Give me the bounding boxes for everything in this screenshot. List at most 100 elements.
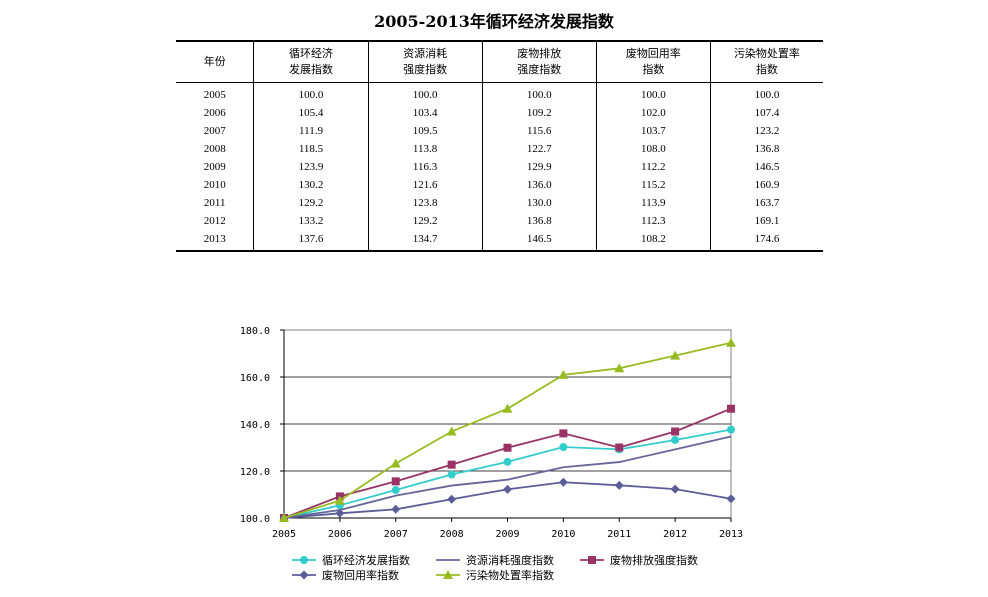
- data-point: [558, 477, 568, 487]
- x-tick-label: 2010: [551, 529, 575, 540]
- table-cell-value: 107.4: [754, 107, 780, 119]
- data-point: [671, 435, 680, 444]
- data-point: [447, 470, 456, 479]
- data-point: [671, 427, 680, 436]
- table-row: 2008 118.5 113.8 122.7 108.0 136.8: [176, 140, 823, 158]
- data-point: [391, 486, 400, 495]
- x-tick-label: 2007: [384, 529, 408, 540]
- legend-marker: [588, 556, 596, 564]
- data-point: [615, 443, 624, 452]
- x-tick-label: 2009: [495, 529, 519, 540]
- table-cell-value: 133.2: [253, 212, 369, 230]
- table-cell-value: 129.2: [253, 194, 369, 212]
- x-tick-label: 2005: [272, 529, 296, 540]
- x-tick-label: 2006: [328, 529, 352, 540]
- table-cell-value: 122.7: [482, 140, 597, 158]
- table-cell-value: 100.0: [253, 82, 369, 104]
- y-tick-label: 140.0: [240, 420, 270, 431]
- header-circular-economy: 循环经济 发展指数: [253, 40, 369, 83]
- header-pollutant-disposal: 污染物处置率 指数: [710, 40, 823, 83]
- legend-item: 废物回用率指数: [292, 568, 399, 582]
- table-row: 2011 129.2 123.8 130.0 113.9 163.7: [176, 194, 823, 212]
- table-row: 2010 130.2 121.6 136.0 115.2 160.9: [176, 176, 823, 194]
- table-row: 2007 111.9 109.5 115.6 103.7 123.2: [176, 122, 823, 140]
- table-row: 2005 100.0 100.0 100.0 100.0 100.0: [176, 82, 823, 104]
- table-cell-value: 136.0: [482, 176, 597, 194]
- legend-item: 循环经济发展指数: [292, 553, 410, 567]
- table-cell-value: 118.5: [253, 140, 369, 158]
- y-tick-label: 100.0: [240, 514, 270, 525]
- table-cell-value: 115.2: [596, 176, 711, 194]
- data-point: [447, 494, 457, 504]
- data-point: [391, 477, 400, 486]
- table-row: 2006 105.4 103.4 109.2 102.0 107.4: [176, 104, 823, 122]
- table-row: 2012 133.2 129.2 136.8 112.3 169.1: [176, 212, 823, 230]
- data-point: [502, 403, 513, 413]
- data-point: [614, 363, 625, 373]
- data-point: [390, 458, 401, 468]
- table-cell-value: 112.3: [596, 212, 711, 230]
- legend-marker: [443, 570, 453, 579]
- data-point: [503, 457, 512, 466]
- table-cell-value: 109.5: [368, 122, 483, 140]
- x-tick-label: 2012: [663, 529, 687, 540]
- table-cell-year: 2006: [176, 104, 255, 122]
- table-cell-value: 121.6: [368, 176, 483, 194]
- y-tick-label: 180.0: [240, 326, 270, 337]
- x-tick-label: 2013: [719, 529, 743, 540]
- table-cell-value: 100.0: [482, 82, 597, 104]
- data-point: [670, 484, 680, 494]
- table-cell-value: 105.4: [253, 104, 369, 122]
- data-point: [558, 369, 569, 379]
- table-cell-value: 111.9: [253, 122, 369, 140]
- legend-label: 资源消耗强度指数: [466, 553, 554, 567]
- table-row: 2013 137.6 134.7 146.5 108.2 174.6: [176, 230, 823, 252]
- legend-label: 循环经济发展指数: [322, 553, 410, 567]
- legend-label: 废物回用率指数: [322, 568, 399, 582]
- table-cell-value: 169.1: [754, 215, 780, 227]
- data-point: [503, 484, 512, 494]
- table-body: 2005 100.0 100.0 100.0 100.0 100.0 2006 105.4 10…: [176, 82, 823, 252]
- table-cell-value: 123.9: [253, 158, 369, 176]
- data-point: [446, 426, 457, 436]
- table-cell-value: 160.9: [754, 179, 780, 191]
- table-cell-value: 112.2: [596, 158, 711, 176]
- table-cell-year: 2012: [176, 212, 255, 230]
- table-cell-value: 123.8: [368, 194, 483, 212]
- table-row: 2009 123.9 116.3 129.9 112.2 146.5: [176, 158, 823, 176]
- data-point: [670, 350, 681, 360]
- table-cell-year: 2009: [176, 158, 255, 176]
- page-title: 2005-2013年循环经济发展指数: [374, 12, 614, 31]
- table-cell-value: 130.2: [253, 176, 369, 194]
- header-waste-reuse: 废物回用率 指数: [596, 40, 711, 83]
- table-cell-value: 108.0: [596, 140, 711, 158]
- table-cell-value: 103.4: [368, 104, 483, 122]
- data-point: [503, 443, 512, 452]
- table-cell-value: 136.8: [482, 212, 597, 230]
- data-point: [391, 504, 401, 514]
- data-point: [726, 494, 736, 504]
- data-point: [726, 337, 736, 347]
- header-resource-consumption: 资源消耗 强度指数: [368, 40, 483, 83]
- table-cell-year: 2011: [176, 194, 255, 212]
- table-cell-value: 113.8: [368, 140, 483, 158]
- legend-item: 废物排放强度指数: [580, 553, 698, 567]
- x-tick-label: 2008: [440, 529, 464, 540]
- header-waste-emission: 废物排放 强度指数: [482, 40, 597, 83]
- table-cell-value: 129.2: [368, 212, 483, 230]
- table-cell-value: 109.2: [482, 104, 597, 122]
- table-cell-year: 2013: [176, 230, 255, 252]
- data-point: [279, 513, 289, 522]
- table-cell-value: 136.8: [754, 143, 780, 155]
- table-cell-value: 134.7: [368, 230, 483, 252]
- table-header-row: 年份 循环经济 发展指数 资源消耗 强度指数 废物排放 强度指数 废物回用率 指数 污染…: [176, 40, 823, 83]
- data-point: [559, 443, 568, 452]
- legend-item: 资源消耗强度指数: [436, 553, 554, 567]
- table-cell-value: 100.0: [596, 82, 711, 104]
- table-cell-value: 146.5: [754, 161, 780, 173]
- table-cell-value: 116.3: [368, 158, 483, 176]
- data-point: [727, 404, 735, 413]
- y-tick-label: 160.0: [240, 373, 270, 384]
- data-point: [559, 429, 568, 438]
